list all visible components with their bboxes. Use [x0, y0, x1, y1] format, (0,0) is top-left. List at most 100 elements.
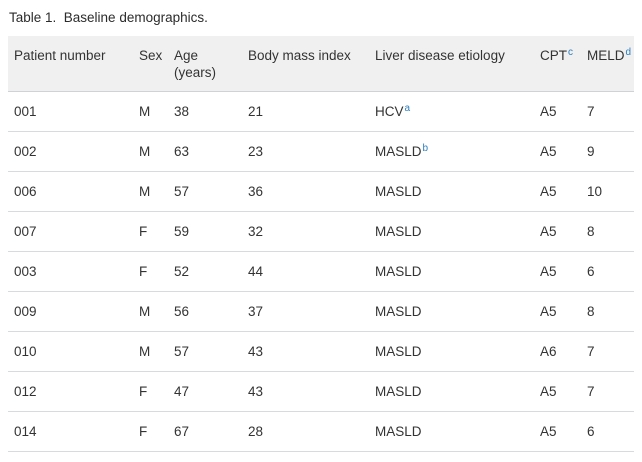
col-header-patient-number: Patient number: [8, 36, 133, 92]
cell-sex: F: [133, 371, 168, 412]
table-row: 012 F 47 43 MASLD A5 7: [8, 371, 634, 412]
cell-etiology: MASLD: [369, 211, 534, 252]
cell-bmi: 23: [242, 131, 369, 172]
col-header-bmi: Body mass index: [242, 36, 369, 92]
table-row: 006 M 57 36 MASLD A5 10: [8, 171, 634, 212]
cell-etiology: MASLD: [369, 291, 534, 332]
cell-patient-number: 006: [8, 171, 133, 212]
cell-age: 38: [168, 91, 242, 132]
cell-meld: 8: [581, 291, 634, 332]
table-title: Table 1. Baseline demographics.: [9, 10, 208, 25]
cell-age: 57: [168, 331, 242, 372]
etiology-value: MASLD: [375, 344, 422, 359]
cell-age: 52: [168, 251, 242, 292]
etiology-value: MASLD: [375, 304, 422, 319]
col-header-label: CPT: [540, 48, 567, 63]
cell-bmi: 21: [242, 91, 369, 132]
cell-meld: 6: [581, 251, 634, 292]
cell-sex: M: [133, 171, 168, 212]
cell-patient-number: 007: [8, 211, 133, 252]
cell-etiology: MASLDb: [369, 131, 534, 172]
cell-age: 63: [168, 131, 242, 172]
col-header-label: Sex: [139, 48, 163, 63]
cell-etiology: HCVa: [369, 91, 534, 132]
cell-bmi: 28: [242, 411, 369, 452]
col-header-sex: Sex: [133, 36, 168, 92]
cell-bmi: 37: [242, 291, 369, 332]
cell-cpt: A5: [534, 371, 581, 412]
footnote-d-link[interactable]: d: [625, 46, 632, 58]
cell-sex: F: [133, 411, 168, 452]
cell-age: 57: [168, 171, 242, 212]
col-header-etiology: Liver disease etiology: [369, 36, 534, 92]
table-row: 002 M 63 23 MASLDb A5 9: [8, 131, 634, 172]
cell-bmi: 43: [242, 331, 369, 372]
cell-bmi: 43: [242, 371, 369, 412]
cell-patient-number: 001: [8, 91, 133, 132]
cell-cpt: A6: [534, 331, 581, 372]
cell-age: 67: [168, 411, 242, 452]
cell-bmi: 44: [242, 251, 369, 292]
cell-patient-number: 010: [8, 331, 133, 372]
cell-meld: 10: [581, 171, 634, 212]
cell-meld: 7: [581, 371, 634, 412]
footnote-c-link[interactable]: c: [568, 46, 573, 58]
cell-sex: F: [133, 251, 168, 292]
cell-sex: M: [133, 331, 168, 372]
etiology-value: HCV: [375, 104, 404, 119]
col-header-meld: MELDd: [581, 36, 634, 92]
col-header-label: Liver disease etiology: [375, 48, 505, 63]
etiology-value: MASLD: [375, 264, 422, 279]
table-row: 003 F 52 44 MASLD A5 6: [8, 251, 634, 292]
cell-patient-number: 012: [8, 371, 133, 412]
cell-etiology: MASLD: [369, 331, 534, 372]
etiology-value: MASLD: [375, 384, 422, 399]
demographics-table: Patient number Sex Age (years) Body mass…: [8, 36, 634, 452]
etiology-value: MASLD: [375, 424, 422, 439]
cell-patient-number: 002: [8, 131, 133, 172]
cell-sex: M: [133, 291, 168, 332]
cell-patient-number: 003: [8, 251, 133, 292]
table-row: 014 F 67 28 MASLD A5 6: [8, 411, 634, 452]
cell-meld: 8: [581, 211, 634, 252]
cell-sex: M: [133, 91, 168, 132]
table-row: 009 M 56 37 MASLD A5 8: [8, 291, 634, 332]
footnote-a-link[interactable]: a: [404, 102, 411, 114]
col-header-age: Age (years): [168, 36, 242, 92]
cell-meld: 6: [581, 411, 634, 452]
cell-bmi: 32: [242, 211, 369, 252]
cell-cpt: A5: [534, 211, 581, 252]
cell-cpt: A5: [534, 171, 581, 212]
cell-cpt: A5: [534, 251, 581, 292]
col-header-label: Age (years): [174, 48, 217, 80]
cell-meld: 7: [581, 331, 634, 372]
etiology-value: MASLD: [375, 144, 422, 159]
table-row: 010 M 57 43 MASLD A6 7: [8, 331, 634, 372]
cell-etiology: MASLD: [369, 371, 534, 412]
cell-etiology: MASLD: [369, 251, 534, 292]
table-row: 001 M 38 21 HCVa A5 7: [8, 91, 634, 132]
cell-sex: M: [133, 131, 168, 172]
cell-etiology: MASLD: [369, 411, 534, 452]
cell-cpt: A5: [534, 411, 581, 452]
cell-etiology: MASLD: [369, 171, 534, 212]
cell-patient-number: 014: [8, 411, 133, 452]
cell-cpt: A5: [534, 291, 581, 332]
cell-meld: 7: [581, 91, 634, 132]
col-header-label: MELD: [587, 48, 625, 63]
cell-cpt: A5: [534, 91, 581, 132]
etiology-value: MASLD: [375, 184, 422, 199]
col-header-cpt: CPTc: [534, 36, 581, 92]
cell-patient-number: 009: [8, 291, 133, 332]
cell-cpt: A5: [534, 131, 581, 172]
header-row: Patient number Sex Age (years) Body mass…: [8, 36, 634, 92]
cell-age: 56: [168, 291, 242, 332]
col-header-label: Body mass index: [248, 48, 351, 63]
footnote-b-link[interactable]: b: [422, 142, 429, 154]
cell-age: 47: [168, 371, 242, 412]
cell-bmi: 36: [242, 171, 369, 212]
cell-meld: 9: [581, 131, 634, 172]
cell-sex: F: [133, 211, 168, 252]
cell-age: 59: [168, 211, 242, 252]
